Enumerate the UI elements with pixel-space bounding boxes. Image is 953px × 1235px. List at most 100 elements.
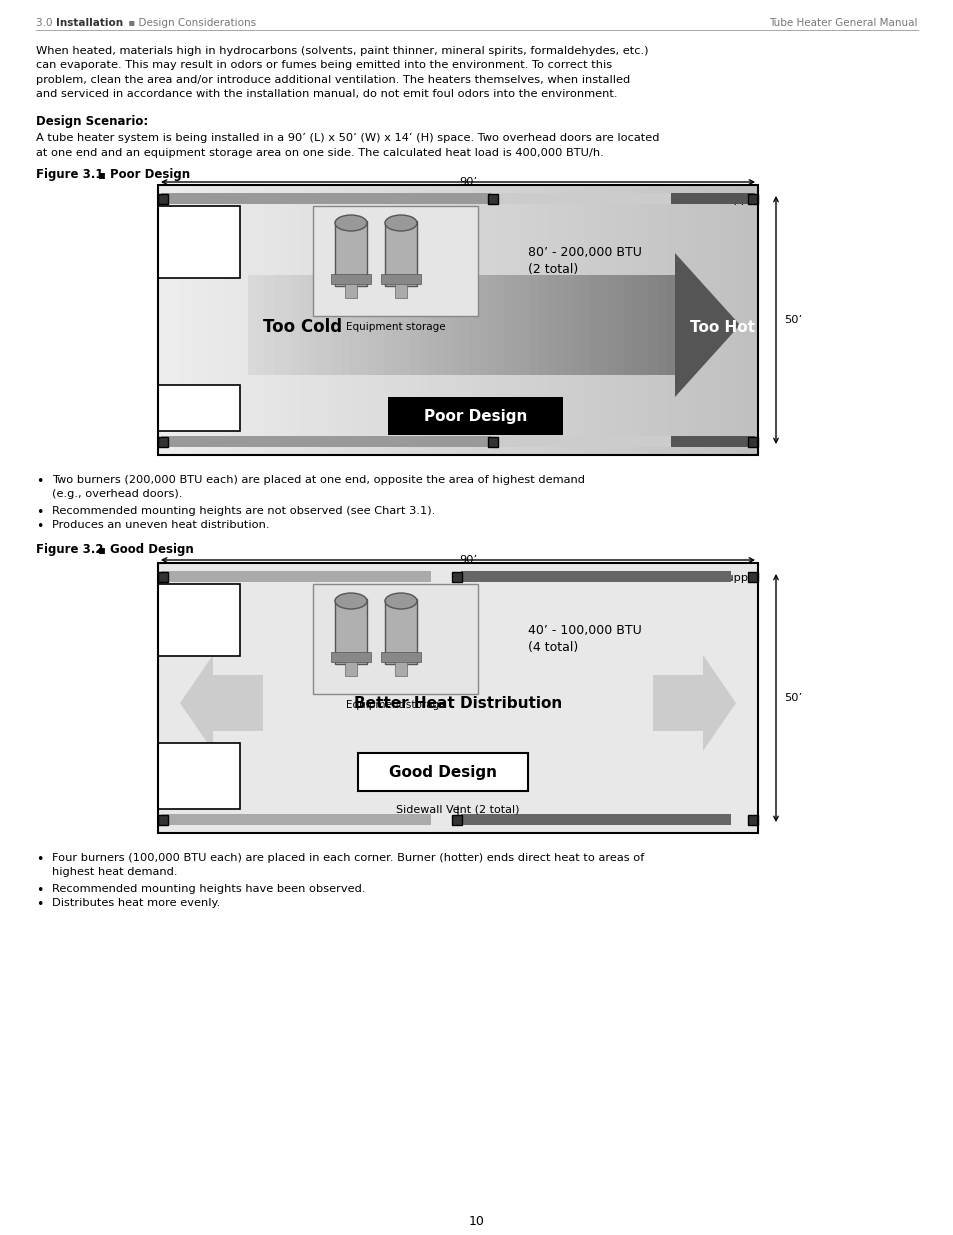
Text: •: • xyxy=(36,475,43,488)
Bar xyxy=(606,275,615,375)
Bar xyxy=(452,815,461,825)
Bar xyxy=(274,275,282,375)
Bar xyxy=(172,185,181,454)
Bar xyxy=(188,185,195,454)
Text: •: • xyxy=(36,853,43,866)
Bar xyxy=(460,571,730,582)
Bar xyxy=(345,662,356,676)
Text: Figure 3.1: Figure 3.1 xyxy=(36,168,103,182)
Text: Too Hot: Too Hot xyxy=(689,320,754,335)
Bar xyxy=(313,584,477,694)
Bar xyxy=(652,185,660,454)
Text: highest heat demand.: highest heat demand. xyxy=(52,867,177,877)
Bar xyxy=(368,185,375,454)
Text: Too Cold: Too Cold xyxy=(263,317,342,336)
Text: Good Design: Good Design xyxy=(389,766,497,781)
Text: at one end and an equipment storage area on one side. The calculated heat load i: at one end and an equipment storage area… xyxy=(36,147,603,158)
Bar xyxy=(427,275,436,375)
Bar xyxy=(291,275,299,375)
Text: Recommended mounting heights have been observed.: Recommended mounting heights have been o… xyxy=(52,884,365,894)
Text: When heated, materials high in hydrocarbons (solvents, paint thinner, mineral sp: When heated, materials high in hydrocarb… xyxy=(36,46,648,56)
Bar xyxy=(435,185,443,454)
Bar xyxy=(277,185,286,454)
Bar xyxy=(161,436,491,447)
Text: Doors and: Doors and xyxy=(183,238,236,248)
Bar xyxy=(385,221,416,287)
Bar xyxy=(248,185,255,454)
Bar xyxy=(211,185,218,454)
Bar xyxy=(161,571,431,582)
Bar xyxy=(478,275,487,375)
Bar xyxy=(547,185,556,454)
Bar xyxy=(666,275,675,375)
Bar xyxy=(562,185,571,454)
Text: 40’ - 100,000 BTU: 40’ - 100,000 BTU xyxy=(527,624,641,637)
Bar xyxy=(353,185,360,454)
Bar xyxy=(395,662,407,676)
Text: Recommended mounting heights are not observed (see Chart 3.1).: Recommended mounting heights are not obs… xyxy=(52,506,435,516)
Bar xyxy=(384,275,393,375)
Bar xyxy=(473,185,480,454)
Bar xyxy=(161,193,491,204)
Bar xyxy=(333,275,341,375)
Bar xyxy=(158,743,240,809)
Text: (4 total): (4 total) xyxy=(527,641,578,655)
Text: tracks: tracks xyxy=(183,251,215,261)
Bar xyxy=(255,185,263,454)
Text: Better Heat Distribution: Better Heat Distribution xyxy=(354,697,561,711)
Bar xyxy=(488,194,497,204)
Bar xyxy=(598,275,606,375)
Bar xyxy=(537,275,546,375)
Text: Installation: Installation xyxy=(56,19,123,28)
Bar xyxy=(465,185,473,454)
Ellipse shape xyxy=(335,215,367,231)
Bar xyxy=(180,185,189,454)
Bar xyxy=(585,185,593,454)
Bar xyxy=(589,275,598,375)
Text: Tube Heater General Manual: Tube Heater General Manual xyxy=(769,19,917,28)
Bar xyxy=(453,275,461,375)
Bar xyxy=(496,275,504,375)
Text: Poor Design: Poor Design xyxy=(423,410,527,425)
Bar xyxy=(263,185,271,454)
Text: ▪: ▪ xyxy=(98,168,106,182)
Bar xyxy=(293,185,301,454)
Bar xyxy=(727,185,735,454)
Bar xyxy=(593,185,600,454)
Bar xyxy=(640,275,649,375)
Bar xyxy=(282,275,291,375)
Bar xyxy=(161,193,754,204)
Bar xyxy=(747,815,758,825)
Bar xyxy=(495,185,503,454)
Text: Two burners (200,000 BTU each) are placed at one end, opposite the area of highe: Two burners (200,000 BTU each) are place… xyxy=(52,475,584,485)
Text: (e.g., overhead doors).: (e.g., overhead doors). xyxy=(52,489,182,499)
Bar xyxy=(712,185,720,454)
Bar xyxy=(388,396,562,435)
Text: 80’ - 200,000 BTU: 80’ - 200,000 BTU xyxy=(527,246,641,259)
Bar xyxy=(158,385,240,431)
Bar xyxy=(315,185,323,454)
Bar xyxy=(158,563,758,832)
Bar xyxy=(563,275,572,375)
Text: Produces an uneven heat distribution.: Produces an uneven heat distribution. xyxy=(52,520,269,530)
Bar xyxy=(742,185,750,454)
Bar xyxy=(316,275,325,375)
Bar xyxy=(667,185,676,454)
Bar xyxy=(580,275,589,375)
Bar xyxy=(420,185,428,454)
Text: •: • xyxy=(36,520,43,534)
Polygon shape xyxy=(652,655,735,751)
Bar xyxy=(240,185,248,454)
Text: 90’: 90’ xyxy=(458,177,476,186)
Bar xyxy=(517,185,525,454)
Bar xyxy=(401,275,410,375)
Bar xyxy=(325,275,333,375)
Bar xyxy=(488,436,497,447)
Bar xyxy=(395,284,407,298)
Bar xyxy=(357,753,527,790)
Bar xyxy=(158,194,168,204)
Text: Design Scenario:: Design Scenario: xyxy=(36,115,148,128)
Bar xyxy=(599,185,608,454)
Bar xyxy=(675,185,682,454)
Bar xyxy=(265,275,274,375)
